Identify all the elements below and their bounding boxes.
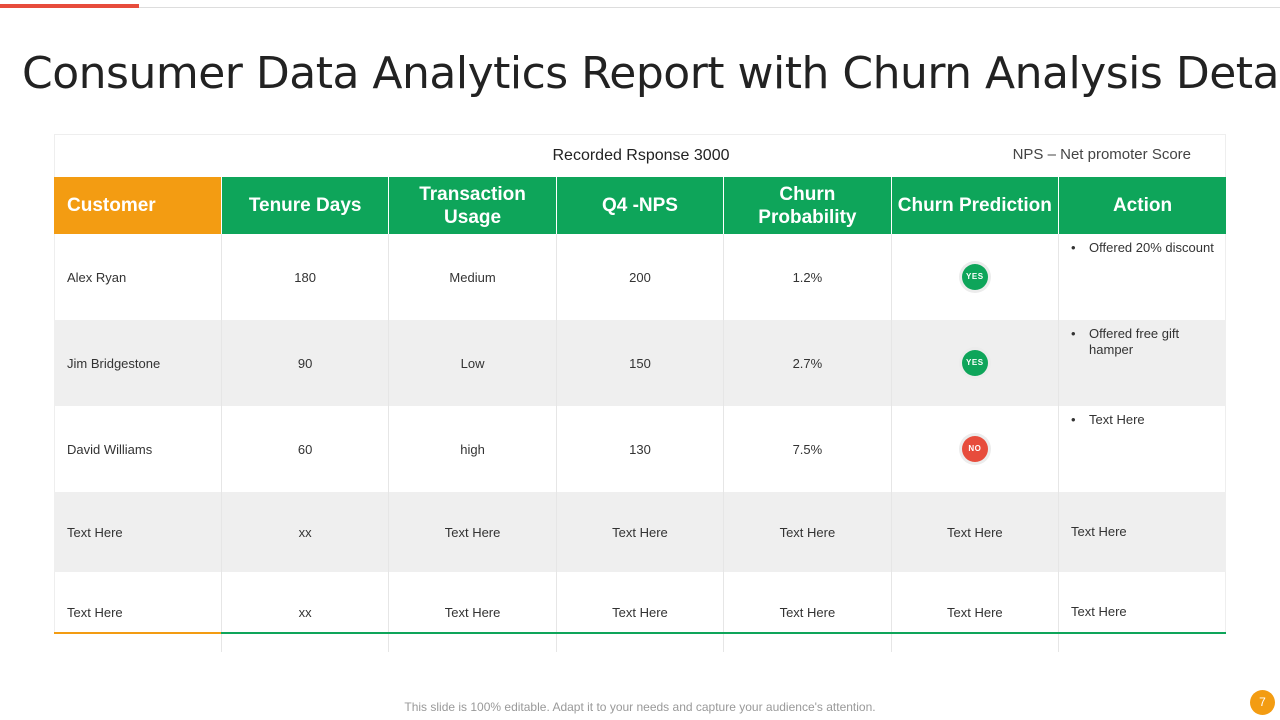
usage-cell: high (388, 406, 557, 492)
tenure-cell: 60 (221, 406, 390, 492)
column-header-tenure: Tenure Days (221, 177, 390, 234)
usage-cell: Text Here (388, 492, 557, 572)
usage-cell: Low (388, 320, 557, 406)
nps-cell: 200 (556, 234, 725, 320)
yes-badge: YES (961, 350, 988, 376)
probability-cell: Text Here (723, 572, 892, 652)
table-row: Alex Ryan 180 Medium 200 1.2% YES • Offe… (54, 234, 1226, 320)
customer-cell: Text Here (54, 572, 222, 652)
table-bottom-rule-orange (54, 632, 221, 634)
action-bullet: • Offered free gift hamper (1071, 326, 1216, 358)
column-header-prediction: Churn Prediction (891, 177, 1060, 234)
usage-cell: Text Here (388, 572, 557, 652)
column-header-nps: Q4 -NPS (556, 177, 725, 234)
table-bottom-rule-green (221, 632, 1226, 634)
table-header-row: Customer Tenure Days Transaction Usage Q… (54, 177, 1226, 234)
action-bullet: • Offered 20% discount (1071, 240, 1216, 256)
column-header-usage: Transaction Usage (388, 177, 557, 234)
probability-cell: 1.2% (723, 234, 892, 320)
probability-cell: 7.5% (723, 406, 892, 492)
bullet-dot: • (1071, 240, 1076, 255)
prediction-cell: Text Here (891, 572, 1060, 652)
churn-table-panel: Recorded Rsponse 3000 NPS – Net promoter… (54, 134, 1226, 652)
bullet-dot: • (1071, 326, 1076, 341)
yes-badge: YES (961, 264, 988, 290)
probability-cell: Text Here (723, 492, 892, 572)
tenure-cell: xx (221, 492, 390, 572)
probability-cell: 2.7% (723, 320, 892, 406)
page-number-badge: 7 (1250, 690, 1275, 715)
table-row: Text Here xx Text Here Text Here Text He… (54, 492, 1226, 572)
top-accent-bar (0, 4, 139, 8)
bullet-dot: • (1071, 412, 1076, 427)
footer-note: This slide is 100% editable. Adapt it to… (404, 700, 876, 714)
usage-cell: Medium (388, 234, 557, 320)
tenure-cell: xx (221, 572, 390, 652)
column-header-customer: Customer (54, 177, 222, 234)
action-cell: Text Here (1058, 492, 1226, 572)
prediction-cell: YES (891, 320, 1060, 406)
tenure-cell: 90 (221, 320, 390, 406)
customer-cell: Text Here (54, 492, 222, 572)
action-cell: • Offered 20% discount (1059, 234, 1226, 320)
customer-cell: David Williams (54, 406, 222, 492)
nps-cell: 150 (556, 320, 725, 406)
action-text: Offered 20% discount (1089, 240, 1214, 255)
action-cell: • Text Here (1059, 406, 1226, 492)
tenure-cell: 180 (221, 234, 390, 320)
action-text: Text Here (1089, 412, 1145, 427)
action-bullet: • Text Here (1071, 412, 1216, 428)
nps-cell: Text Here (556, 492, 725, 572)
table-row: David Williams 60 high 130 7.5% NO • Tex… (54, 406, 1226, 492)
nps-cell: Text Here (556, 572, 725, 652)
churn-table: Customer Tenure Days Transaction Usage Q… (54, 177, 1226, 652)
no-badge: NO (961, 436, 988, 462)
customer-cell: Jim Bridgestone (54, 320, 222, 406)
column-header-probability: Churn Probability (723, 177, 892, 234)
table-row: Text Here xx Text Here Text Here Text He… (54, 572, 1226, 652)
prediction-cell: YES (891, 234, 1060, 320)
column-header-action: Action (1058, 177, 1226, 234)
action-cell: • Offered free gift hamper (1058, 320, 1226, 406)
table-meta-row: Recorded Rsponse 3000 NPS – Net promoter… (55, 135, 1225, 177)
nps-cell: 130 (556, 406, 725, 492)
table-row: Jim Bridgestone 90 Low 150 2.7% YES • Of… (54, 320, 1226, 406)
prediction-cell: NO (891, 406, 1060, 492)
action-cell: Text Here (1071, 604, 1127, 619)
customer-cell: Alex Ryan (54, 234, 222, 320)
action-text: Offered free gift hamper (1089, 326, 1180, 357)
recorded-response-label: Recorded Rsponse 3000 (552, 147, 730, 164)
prediction-cell: Text Here (891, 492, 1060, 572)
top-rule (139, 7, 1280, 8)
slide-title: Consumer Data Analytics Report with Chur… (22, 48, 1280, 100)
nps-note: NPS – Net promoter Score (1012, 146, 1191, 163)
